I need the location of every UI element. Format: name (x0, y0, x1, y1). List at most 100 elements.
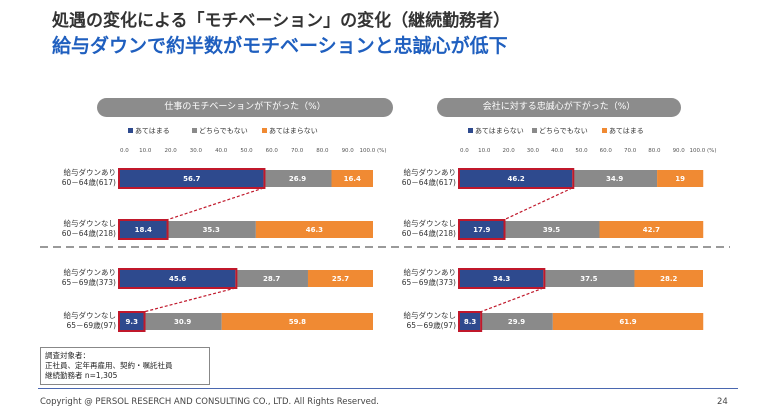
legend-label: あてはまらない (269, 127, 318, 135)
bar-segment (143, 313, 222, 330)
bar-segment (263, 170, 332, 187)
bar-segment (120, 221, 167, 238)
footer-divider (38, 388, 738, 389)
bar-segment (221, 313, 373, 330)
category-label-line1: 給与ダウンなし (404, 310, 457, 320)
x-tick-label: 50.0 (240, 148, 253, 154)
bar-segment (543, 270, 635, 287)
bar-value-label: 39.5 (543, 226, 560, 234)
page-number: 24 (717, 397, 728, 407)
bar-value-label: 37.5 (580, 275, 597, 283)
note-line-3: 継続勤務者 n=1,305 (45, 371, 118, 380)
legend-label: あてはまる (609, 127, 644, 135)
category-label-line1: 給与ダウンなし (64, 218, 117, 228)
x-tick-label: 20.0 (164, 148, 177, 154)
bar-segment (460, 313, 481, 330)
page-subtitle: 給与ダウンで約半数がモチベーションと忠誠心が低下 (52, 35, 508, 57)
bar-value-label: 19 (675, 175, 685, 183)
chart-title-loyalty: 会社に対する忠誠心が下がった（%） (437, 98, 681, 117)
x-tick-label: 100.0 (%) (359, 148, 386, 154)
highlight-box (118, 168, 266, 189)
category-label-line2: 60－64歳(218) (62, 228, 116, 238)
bar-segment (235, 270, 308, 287)
bar-segment (255, 221, 373, 238)
x-tick-label: 70.0 (291, 148, 304, 154)
bar-segment (480, 313, 553, 330)
bar-segment (307, 270, 373, 287)
bar-value-label: 34.9 (606, 175, 623, 183)
bar-segment (331, 170, 373, 187)
category-label-line1: 給与ダウンあり (404, 167, 457, 177)
x-tick-label: 40.0 (551, 148, 564, 154)
x-tick-label: 30.0 (190, 148, 203, 154)
highlight-box (458, 268, 546, 289)
bar-value-label: 26.9 (289, 175, 306, 183)
bar-value-label: 35.3 (203, 226, 220, 234)
x-tick-label: 50.0 (575, 148, 588, 154)
x-tick-label: 10.0 (139, 148, 152, 154)
legend-label: どちらでもない (539, 127, 588, 135)
bar-value-label: 45.6 (169, 275, 186, 283)
bar-value-label: 9.3 (126, 318, 139, 326)
x-tick-label: 80.0 (316, 148, 329, 154)
bar-segment (572, 170, 658, 187)
highlight-box (118, 268, 238, 289)
highlight-box (118, 219, 169, 240)
x-tick-label: 90.0 (673, 148, 686, 154)
bar-value-label: 18.4 (135, 226, 152, 234)
bar-value-label: 34.3 (493, 275, 510, 283)
bar-value-label: 17.9 (473, 226, 490, 234)
copyright-text: Copyright @ PERSOL RESERCH AND CONSULTIN… (40, 397, 379, 407)
legend-swatch (128, 128, 133, 133)
category-label-line2: 60－64歳(617) (402, 177, 456, 187)
bar-value-label: 46.3 (306, 226, 323, 234)
category-label-line1: 給与ダウンあり (404, 267, 457, 277)
x-tick-label: 60.0 (266, 148, 279, 154)
x-tick-label: 0.0 (460, 148, 469, 154)
page-title: 処遇の変化による「モチベーション」の変化（継続勤務者） (52, 11, 511, 31)
bar-value-label: 46.2 (507, 175, 524, 183)
bar-value-label: 56.7 (183, 175, 200, 183)
bar-value-label: 30.9 (174, 318, 191, 326)
comparison-connector (479, 287, 544, 313)
category-label-line1: 給与ダウンあり (64, 267, 117, 277)
bar-segment (460, 221, 504, 238)
category-label-line2: 65－69歳(373) (402, 277, 456, 287)
bar-segment (599, 221, 704, 238)
bar-value-label: 28.7 (263, 275, 280, 283)
category-label-line2: 65－69歳(97) (67, 320, 117, 330)
bar-segment (503, 221, 600, 238)
legend-label: あてはまらない (475, 127, 524, 135)
chart-title-motivation: 仕事のモチベーションが下がった（%） (97, 98, 393, 117)
bar-segment (634, 270, 703, 287)
x-tick-label: 60.0 (600, 148, 613, 154)
category-label-line2: 60－64歳(617) (62, 177, 116, 187)
comparison-connector (143, 287, 236, 313)
category-label-line1: 給与ダウンあり (64, 167, 117, 177)
category-label-line1: 給与ダウンなし (404, 218, 457, 228)
bar-segment (120, 270, 236, 287)
legend-swatch (468, 128, 473, 133)
note-line-2: 正社員、定年再雇用、契約・嘱託社員 (45, 361, 173, 370)
x-tick-label: 80.0 (648, 148, 661, 154)
x-tick-label: 40.0 (215, 148, 228, 154)
category-label-line2: 65－69歳(373) (62, 277, 116, 287)
legend-swatch (192, 128, 197, 133)
legend-swatch (262, 128, 267, 133)
bar-segment (460, 270, 544, 287)
category-label-line1: 給与ダウンなし (64, 310, 117, 320)
legend-swatch (532, 128, 537, 133)
bar-value-label: 8.3 (464, 318, 477, 326)
x-tick-label: 90.0 (342, 148, 355, 154)
bar-value-label: 59.8 (289, 318, 306, 326)
category-label-line2: 65－69歳(97) (407, 320, 457, 330)
legend-label: あてはまる (135, 127, 170, 135)
category-label-line2: 60－64歳(218) (402, 228, 456, 238)
x-tick-label: 20.0 (502, 148, 515, 154)
bar-segment (166, 221, 256, 238)
highlight-box (458, 219, 506, 240)
bar-value-label: 25.7 (332, 275, 349, 283)
x-tick-label: 0.0 (120, 148, 129, 154)
bar-value-label: 61.9 (619, 318, 636, 326)
legend-label: どちらでもない (199, 127, 248, 135)
